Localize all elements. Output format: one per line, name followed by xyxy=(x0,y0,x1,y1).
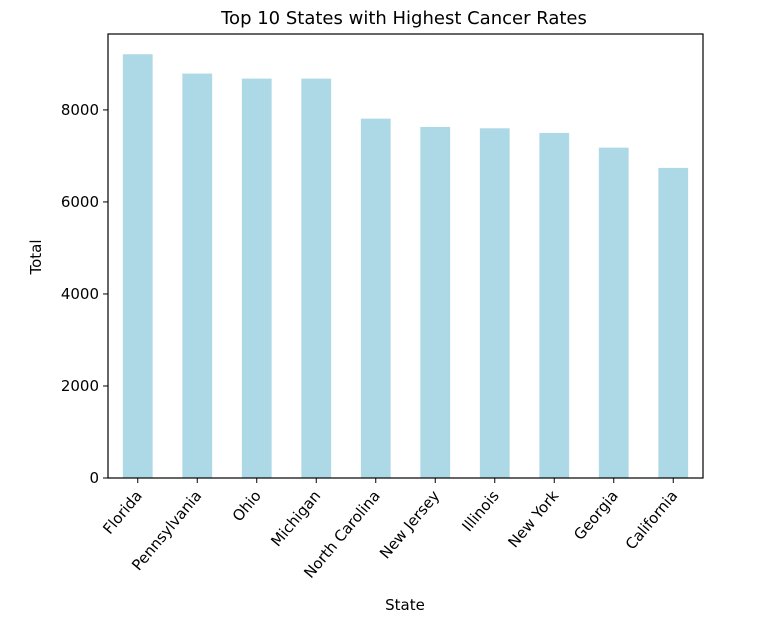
bar-pennsylvania xyxy=(182,73,213,478)
x-tick-label: Illinois xyxy=(458,487,502,535)
x-tick-label: Florida xyxy=(99,487,146,538)
y-axis: 0 2000 4000 6000 8000 xyxy=(61,101,108,487)
bars-group xyxy=(122,54,689,479)
chart-title: Top 10 States with Highest Cancer Rates xyxy=(220,8,587,29)
bar-florida xyxy=(122,54,153,478)
x-tick-label: New Jersey xyxy=(376,487,443,562)
x-tick-label: Ohio xyxy=(229,487,265,525)
bar-california xyxy=(658,167,689,479)
y-tick-label: 6000 xyxy=(61,193,99,211)
y-tick-label: 2000 xyxy=(61,377,99,395)
bar-new-jersey xyxy=(420,126,451,479)
x-tick-label: New York xyxy=(504,487,562,551)
y-tick-label: 0 xyxy=(89,469,99,487)
x-tick-label: Georgia xyxy=(570,487,622,544)
bar-georgia xyxy=(598,147,629,478)
plot-frame xyxy=(107,33,704,479)
y-axis-title: Total xyxy=(27,239,45,275)
x-tick-label: California xyxy=(622,487,682,553)
bar-michigan xyxy=(301,78,332,478)
x-axis-title: State xyxy=(385,596,425,614)
y-tick-label: 8000 xyxy=(61,101,99,119)
bar-illinois xyxy=(479,128,510,479)
bar-north-carolina xyxy=(360,118,391,479)
y-tick-label: 4000 xyxy=(61,285,99,303)
bar-ohio xyxy=(241,78,272,478)
bar-new-york xyxy=(539,132,570,478)
x-tick-label: Michigan xyxy=(267,487,324,550)
